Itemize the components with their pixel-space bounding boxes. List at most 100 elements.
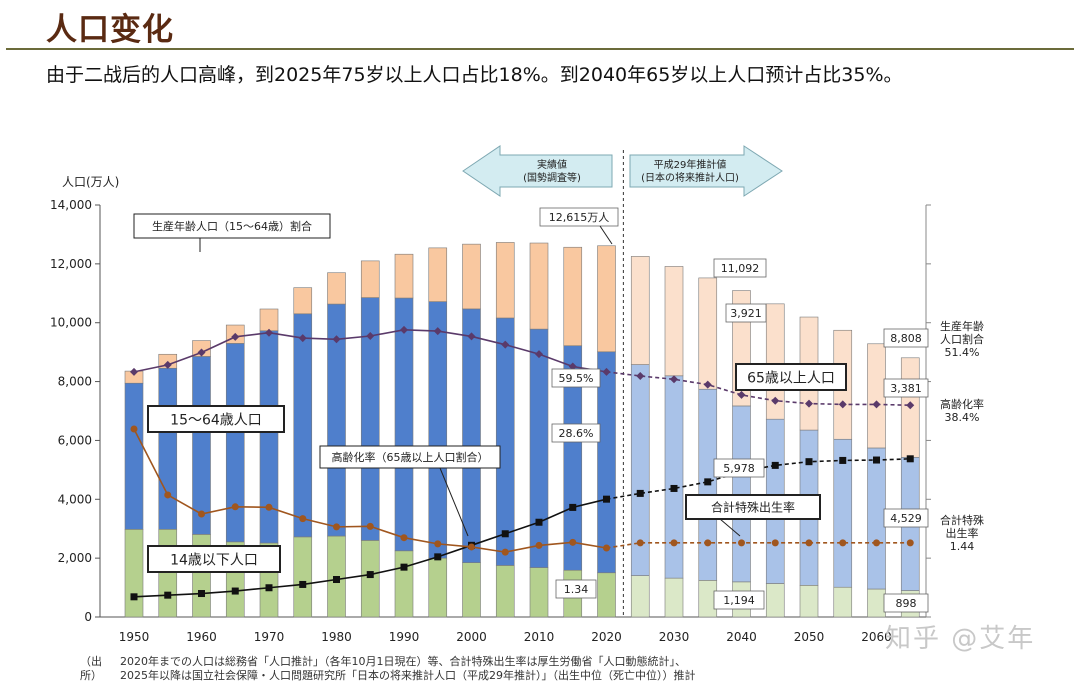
aging-rate-point bbox=[805, 458, 813, 466]
total-2040-label-box bbox=[713, 258, 767, 278]
bar-under15 bbox=[495, 565, 515, 618]
bar-age15-64 bbox=[732, 405, 751, 583]
working-age-2065-label-box bbox=[883, 508, 929, 528]
bar-age15-64 bbox=[158, 367, 178, 530]
total-2065-label-box bbox=[883, 328, 929, 348]
working-age-ratio-point bbox=[636, 371, 645, 380]
x-tick-label: 1970 bbox=[254, 630, 285, 644]
y-tick-label: 10,000 bbox=[50, 316, 92, 330]
header-actual-sub: (国勢調査等) bbox=[523, 171, 581, 184]
bar-age65plus bbox=[529, 242, 549, 330]
bar-age15-64 bbox=[259, 330, 279, 544]
working-age-ratio-2020-label: 59.5% bbox=[559, 372, 594, 385]
bar-under15 bbox=[158, 529, 178, 618]
aging-rate-point bbox=[434, 553, 442, 561]
bar-under15 bbox=[124, 529, 144, 618]
bar-age65plus bbox=[327, 272, 346, 305]
working-age-2040-label-box bbox=[713, 458, 765, 478]
x-tick-label: 2060 bbox=[861, 630, 892, 644]
elderly-2065-label-box bbox=[883, 378, 929, 398]
aging-rate-callout-box bbox=[319, 445, 501, 469]
y-tick-label: 2,000 bbox=[58, 551, 92, 565]
x-tick-label: 2020 bbox=[591, 630, 622, 644]
working-age-ratio-2020-label-box bbox=[551, 368, 601, 388]
y-tick-label: 8,000 bbox=[58, 375, 92, 389]
aging-rate-point bbox=[164, 591, 172, 599]
watermark: 知乎 @艾年 bbox=[885, 624, 1036, 654]
fertility-callout: 合計特殊出生率 bbox=[711, 500, 795, 515]
y-tick-label: 0 bbox=[84, 610, 92, 624]
working-age-ratio-point bbox=[400, 325, 408, 334]
x-tick-label: 1950 bbox=[119, 630, 150, 644]
aging-rate-point bbox=[535, 518, 543, 526]
fertility-rate-point bbox=[704, 539, 712, 547]
bar-age65plus bbox=[360, 260, 380, 298]
aging-rate-point bbox=[839, 456, 847, 464]
fertility-rate-point bbox=[265, 503, 273, 511]
fertility-rate-point bbox=[873, 539, 880, 547]
source-line-1: 2020年までの人口は総務省「人口推計」（各年10月1日現在）等、合計特殊出生率… bbox=[120, 655, 686, 668]
y-tick-label: 4,000 bbox=[58, 492, 92, 506]
child-2065-label: 898 bbox=[896, 597, 917, 610]
working-age-callout: 15～64歳人口 bbox=[170, 412, 262, 428]
bar-age15-64 bbox=[867, 447, 886, 590]
fertility-rate-point bbox=[738, 539, 745, 547]
fertility-rate-point bbox=[231, 503, 239, 511]
aging-rate-leader bbox=[439, 467, 469, 537]
total-2020-leader bbox=[599, 225, 613, 245]
elderly-callout: 65歳以上人口 bbox=[747, 370, 835, 386]
fertility-rate-point bbox=[130, 425, 138, 433]
fertility-rate-point bbox=[434, 540, 442, 548]
bar-under15 bbox=[293, 536, 313, 618]
bar-under15 bbox=[529, 567, 549, 618]
bar-under15 bbox=[394, 550, 414, 618]
working-age-ratio-point bbox=[771, 396, 780, 405]
working-age-ratio-point bbox=[838, 400, 847, 409]
x-tick-label: 1960 bbox=[186, 630, 217, 644]
total-2020-label: 12,615万人 bbox=[549, 211, 610, 224]
right-fertility-0: 合計特殊 bbox=[940, 513, 984, 527]
working-age-callout-box bbox=[147, 405, 285, 433]
working-age-ratio-point bbox=[872, 400, 881, 409]
working-age-ratio-point bbox=[568, 362, 577, 371]
right-working-age-ratio-0: 生産年齢 bbox=[940, 319, 984, 333]
fertility-rate-point bbox=[535, 541, 543, 549]
working-age-ratio-point bbox=[298, 334, 307, 343]
right-working-age-ratio-2: 51.4% bbox=[945, 346, 980, 359]
bar-under15 bbox=[833, 586, 853, 618]
working-age-ratio-point bbox=[670, 375, 678, 384]
fertility-rate-point bbox=[569, 538, 577, 546]
header-projection-label: 平成29年推計値 bbox=[654, 158, 727, 171]
bar-under15 bbox=[428, 557, 448, 618]
child-2040-label: 1,194 bbox=[723, 594, 755, 607]
bar-age65plus bbox=[428, 247, 448, 302]
aging-rate-point bbox=[198, 590, 205, 598]
working-age-ratio-point bbox=[703, 380, 712, 389]
y-axis-title: 人口(万人) bbox=[62, 175, 119, 189]
x-tick-label: 2030 bbox=[659, 630, 690, 644]
bar-under15 bbox=[462, 562, 481, 618]
elderly-2040-label-box bbox=[725, 303, 767, 323]
working-age-ratio-point bbox=[265, 328, 273, 337]
right-working-age-ratio-1: 人口割合 bbox=[940, 332, 984, 346]
fertility-2020-label: 1.34 bbox=[564, 583, 589, 596]
bar-under15 bbox=[664, 577, 684, 618]
working-age-ratio-point bbox=[366, 332, 375, 341]
right-fertility-1: 出生率 bbox=[946, 526, 979, 540]
header-arrow-actual bbox=[462, 145, 613, 197]
working-age-ratio-point bbox=[501, 340, 510, 349]
fertility-2020-label-box bbox=[555, 579, 597, 599]
fertility-rate-point bbox=[771, 539, 779, 547]
fertility-rate-point bbox=[299, 515, 307, 523]
total-2065-label: 8,808 bbox=[890, 332, 922, 345]
aging-rate-2020-label-box bbox=[551, 423, 601, 443]
total-2040-label: 11,092 bbox=[721, 262, 760, 275]
header-arrow-projection bbox=[629, 145, 783, 197]
bar-age65plus bbox=[462, 243, 481, 310]
aging-rate-point bbox=[231, 587, 239, 595]
fertility-rate-point bbox=[366, 522, 374, 530]
bar-age65plus bbox=[867, 343, 886, 449]
bar-age15-64 bbox=[225, 343, 245, 543]
x-tick-label: 2000 bbox=[456, 630, 487, 644]
bar-age65plus bbox=[259, 308, 279, 332]
